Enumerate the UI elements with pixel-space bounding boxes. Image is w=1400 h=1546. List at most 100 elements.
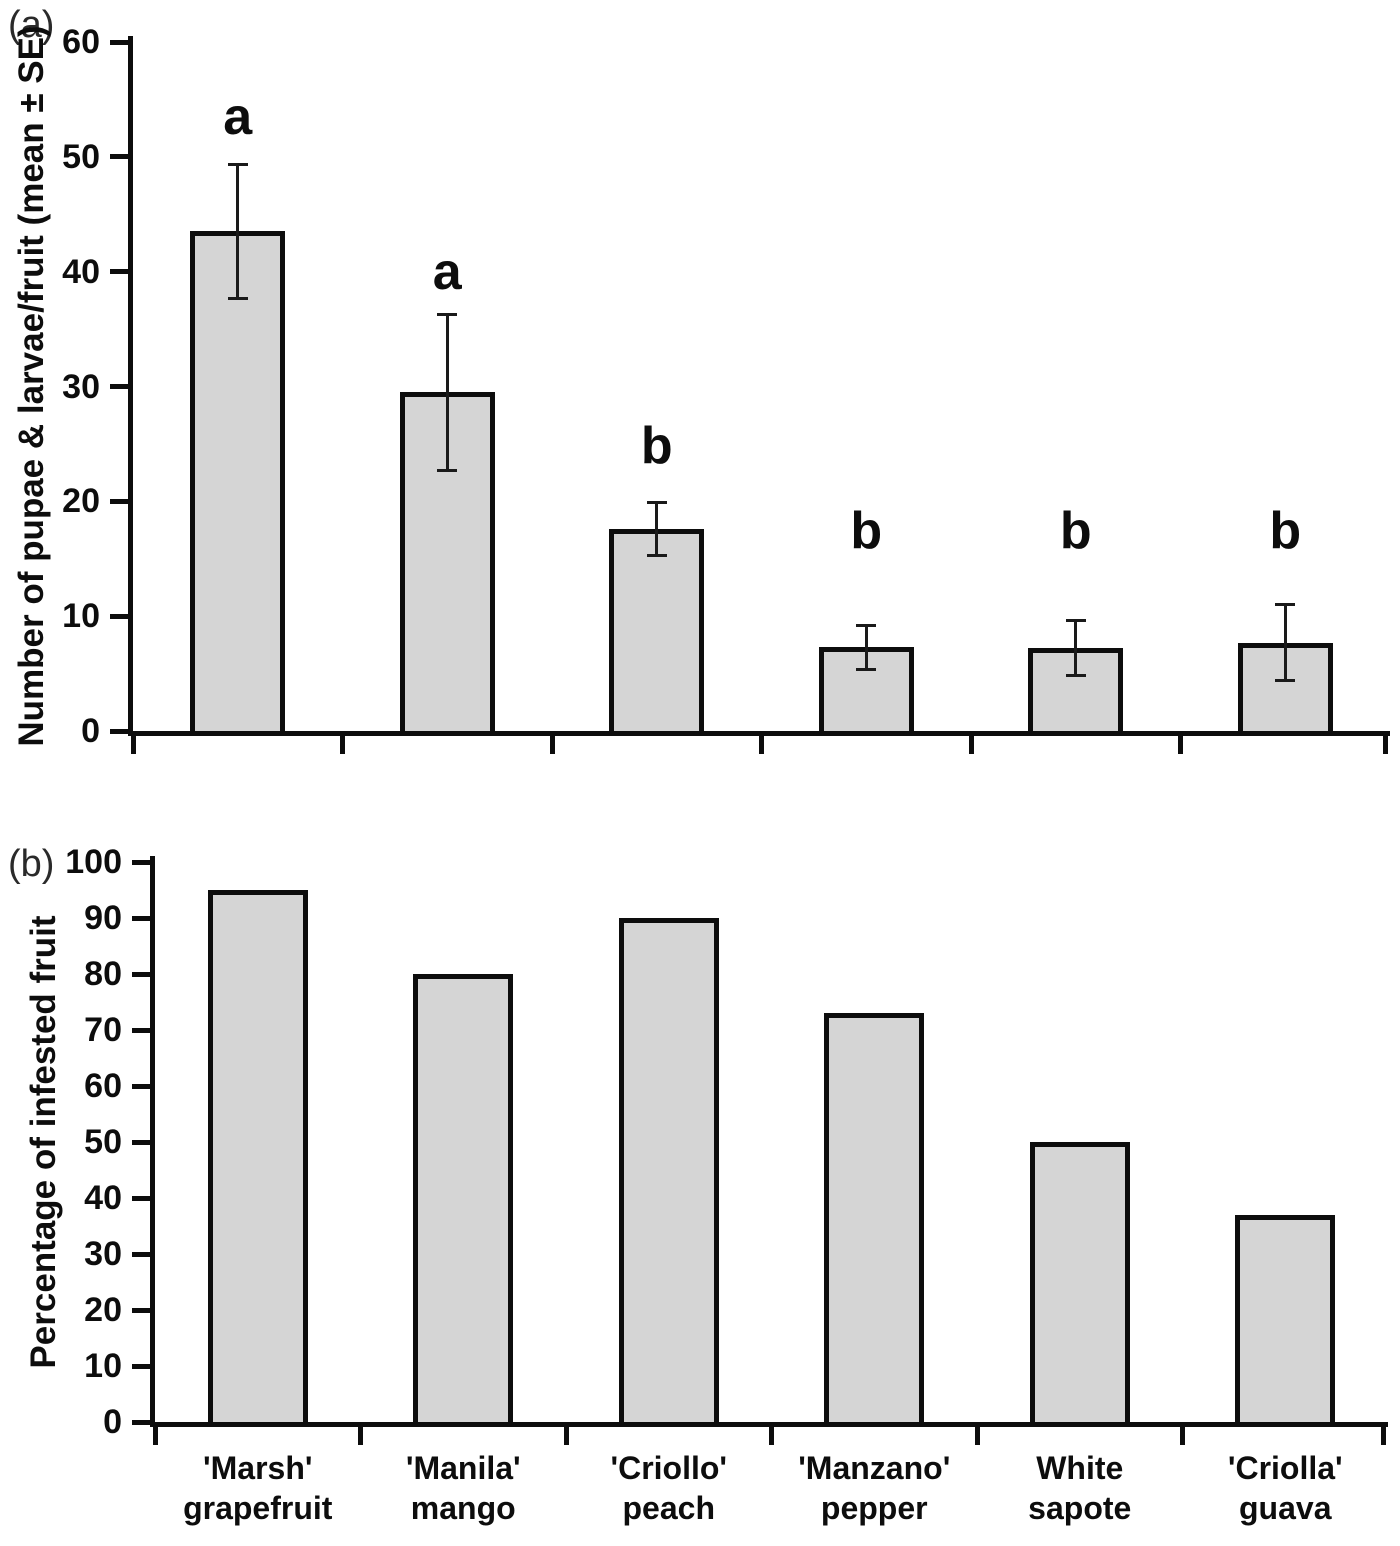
error-bar-line	[1074, 620, 1078, 676]
y-tick	[132, 1307, 150, 1313]
category-label-line1: 'Manila'	[405, 1450, 521, 1486]
error-bar-cap-top	[227, 163, 248, 167]
error-bar-cap-bottom	[437, 468, 458, 472]
category-label: White sapote	[965, 1448, 1195, 1528]
x-tick	[563, 1427, 569, 1445]
error-bar-line	[236, 164, 240, 299]
x-axis-line	[128, 731, 1390, 736]
y-tick-label: 40	[62, 252, 100, 291]
y-tick-label: 0	[81, 712, 100, 750]
category-label-line2: grapefruit	[183, 1490, 333, 1526]
y-tick	[132, 1083, 150, 1089]
sig-letter: b	[1269, 502, 1302, 561]
error-bar-cap-top	[1275, 603, 1296, 607]
sig-letter: a	[432, 242, 462, 301]
error-bar-cap-bottom	[227, 296, 248, 300]
error-bar-cap-top	[437, 312, 458, 316]
panel-a-plot-area: 0 10 20 30 40 50 60 a a b b b b	[62, 25, 1390, 754]
category-label-line2: sapote	[1028, 1490, 1132, 1526]
y-tick-label: 30	[62, 367, 100, 406]
panel-b-plot-area: 0 10 20 30 40 50 60 70 80 90 100	[65, 845, 1388, 1445]
error-bar-cap-bottom	[646, 553, 667, 557]
x-tick	[130, 736, 136, 754]
error-bar-cap-top	[646, 500, 667, 504]
x-tick	[1382, 736, 1388, 754]
bar	[190, 231, 286, 731]
bar	[609, 528, 705, 731]
category-label: 'Criolla' guava	[1170, 1448, 1400, 1528]
y-tick	[110, 154, 128, 160]
category-label: 'Criollo' peach	[554, 1448, 784, 1528]
category-label-line1: 'Marsh'	[203, 1450, 313, 1486]
y-tick-label: 60	[84, 1067, 122, 1105]
category-label-line1: 'Criollo'	[610, 1450, 728, 1486]
x-tick	[769, 1427, 774, 1445]
error-bar-cap-bottom	[1275, 678, 1296, 682]
y-tick-label: 70	[84, 1011, 122, 1049]
bar	[618, 918, 719, 1422]
x-tick	[759, 736, 764, 754]
y-tick-label: 80	[84, 955, 122, 993]
y-tick-label: 100	[65, 843, 122, 881]
y-tick	[132, 971, 150, 977]
y-tick-label: 60	[62, 23, 100, 61]
category-label-line2: peach	[622, 1490, 715, 1526]
y-tick	[110, 269, 128, 275]
error-bar-cap-bottom	[1065, 674, 1086, 678]
category-label: 'Marsh' grapefruit	[143, 1448, 373, 1528]
y-tick	[132, 859, 150, 865]
x-tick	[974, 1427, 980, 1445]
sig-letter: b	[850, 502, 883, 561]
y-tick-label: 90	[84, 899, 122, 937]
y-tick	[132, 1251, 150, 1257]
bar	[1029, 1142, 1130, 1422]
error-bar-cap-top	[856, 623, 877, 627]
panel-b-tag: (b)	[8, 843, 55, 885]
y-tick	[110, 728, 128, 734]
error-bar-line	[1283, 604, 1287, 681]
bar	[1235, 1214, 1336, 1422]
y-tick-label: 30	[84, 1235, 122, 1273]
y-tick-label: 50	[62, 137, 100, 176]
bar	[207, 890, 308, 1422]
x-tick	[152, 1427, 158, 1445]
sig-letter: b	[1059, 502, 1092, 561]
y-tick	[132, 1139, 150, 1145]
x-tick	[1180, 1427, 1185, 1445]
y-tick	[110, 384, 128, 389]
bar	[413, 974, 514, 1422]
y-tick-label: 10	[84, 1347, 122, 1385]
bar	[399, 392, 495, 731]
category-label-line1: White	[1036, 1450, 1124, 1486]
y-tick	[132, 1195, 150, 1201]
category-label-line1: 'Criolla'	[1227, 1450, 1343, 1486]
y-tick-label: 20	[84, 1291, 122, 1329]
y-tick	[110, 39, 128, 45]
category-label-line2: guava	[1239, 1490, 1332, 1526]
y-tick	[132, 1363, 150, 1369]
sig-letter: b	[640, 417, 673, 476]
category-label-line1: 'Manzano'	[798, 1450, 951, 1486]
category-label-line2: pepper	[820, 1490, 928, 1526]
error-bar-line	[445, 314, 449, 471]
x-tick	[1380, 1427, 1386, 1445]
category-label: 'Manzano' pepper	[759, 1448, 989, 1528]
y-tick-label: 10	[62, 597, 100, 636]
category-label-line2: mango	[410, 1490, 516, 1526]
y-tick-label: 50	[84, 1123, 122, 1161]
y-tick-label: 20	[62, 482, 100, 521]
x-tick	[549, 736, 555, 754]
x-tick	[358, 1427, 363, 1445]
y-tick	[132, 1419, 150, 1425]
error-bar-line	[655, 502, 659, 556]
y-tick	[110, 613, 128, 619]
x-axis-line	[150, 1422, 1388, 1427]
x-tick	[340, 736, 345, 754]
x-tick	[1178, 736, 1183, 754]
y-tick-label: 40	[84, 1179, 122, 1217]
panel-a-tag: (a)	[8, 4, 55, 46]
bar	[824, 1013, 925, 1422]
y-tick	[132, 915, 150, 921]
y-tick	[110, 498, 128, 504]
